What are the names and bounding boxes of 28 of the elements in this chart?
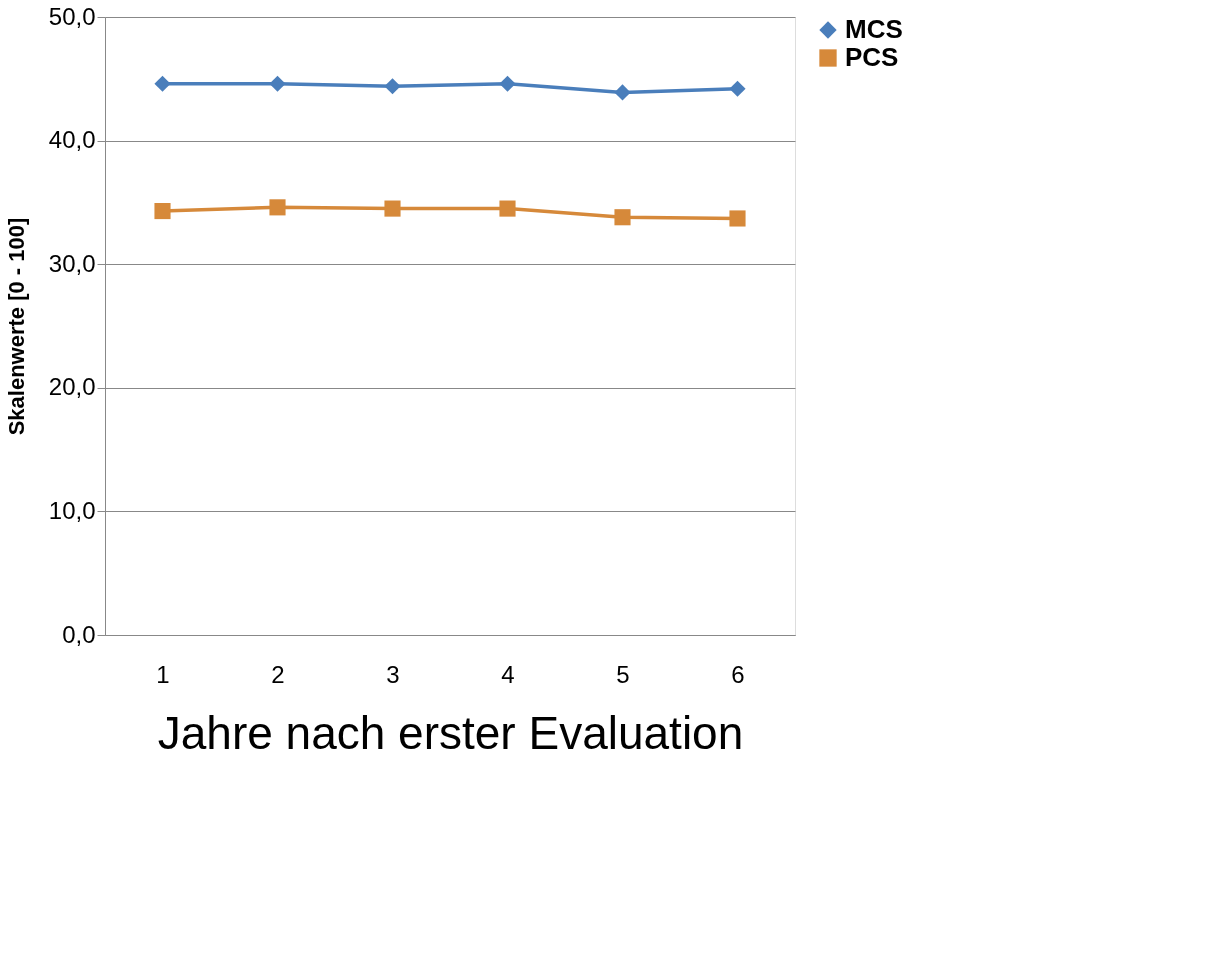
y-tick-label: 20,0	[48, 373, 96, 401]
legend-label: MCS	[845, 14, 903, 44]
point	[269, 75, 286, 92]
x-tick-label: 5	[616, 660, 630, 688]
x-tick-label: 6	[731, 660, 745, 688]
point	[269, 199, 286, 216]
legend-label: PCS	[845, 42, 899, 72]
y-tick-label: 0,0	[62, 620, 96, 648]
point	[499, 200, 516, 217]
point	[499, 75, 516, 92]
x-tick-label: 1	[156, 660, 170, 688]
y-tick-label: 30,0	[48, 249, 96, 277]
point	[384, 78, 401, 95]
point	[729, 210, 746, 227]
point	[614, 209, 631, 226]
y-tick-label: 50,0	[48, 2, 96, 30]
x-tick-label: 3	[386, 660, 400, 688]
y-axis-title: Skalenwerte [0 - 100]	[3, 217, 29, 436]
x-tick-label: 2	[271, 660, 285, 688]
y-tick-label: 40,0	[48, 126, 96, 154]
y-tick-label: 10,0	[48, 496, 96, 524]
x-tick-label: 4	[501, 660, 515, 688]
point	[614, 84, 631, 101]
x-axis-title: Jahre nach erster Evaluation	[157, 706, 744, 759]
point	[384, 200, 401, 217]
point	[729, 80, 746, 97]
point	[154, 75, 171, 92]
point	[154, 202, 171, 220]
